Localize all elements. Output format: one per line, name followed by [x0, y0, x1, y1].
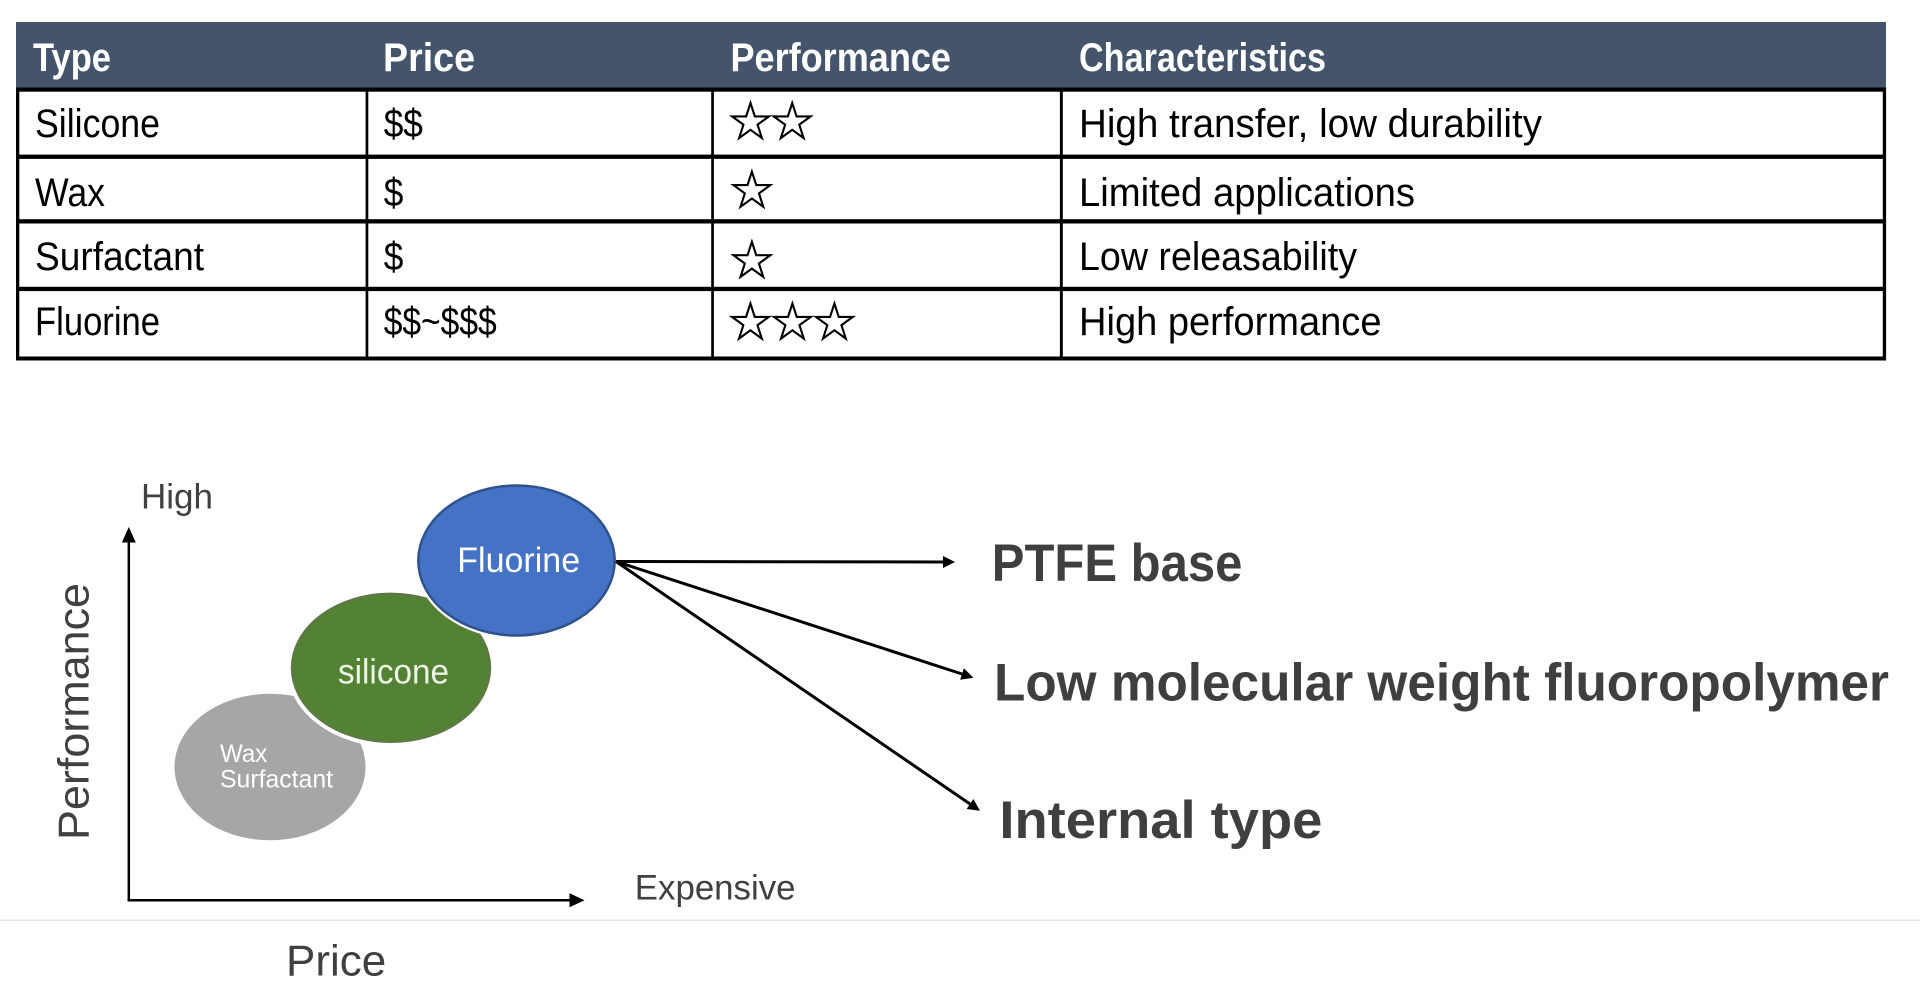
- svg-text:High performance: High performance: [1079, 300, 1382, 344]
- svg-text:Type: Type: [33, 36, 111, 80]
- svg-text:Silicone: Silicone: [35, 102, 160, 146]
- svg-text:Surfactant: Surfactant: [35, 235, 204, 279]
- svg-text:$$~$$$: $$~$$$: [384, 300, 497, 344]
- svg-text:PTFE base: PTFE base: [992, 534, 1243, 593]
- svg-text:Internal type: Internal type: [999, 791, 1322, 850]
- svg-text:Wax: Wax: [35, 171, 105, 215]
- svg-text:Fluorine: Fluorine: [457, 541, 580, 580]
- svg-text:$: $: [384, 171, 404, 215]
- svg-text:Fluorine: Fluorine: [35, 300, 160, 344]
- svg-text:Low releasability: Low releasability: [1079, 235, 1357, 279]
- svg-text:Wax: Wax: [220, 740, 268, 768]
- svg-text:Performance: Performance: [50, 583, 99, 840]
- svg-text:$: $: [384, 235, 404, 279]
- svg-text:Low molecular weight fluoropol: Low molecular weight fluoropolymer: [994, 654, 1889, 713]
- svg-text:Limited applications: Limited applications: [1079, 171, 1415, 215]
- svg-text:High transfer, low durability: High transfer, low durability: [1079, 102, 1542, 146]
- svg-text:Surfactant: Surfactant: [220, 765, 333, 793]
- svg-text:$$: $$: [384, 102, 423, 146]
- svg-text:Characteristics: Characteristics: [1079, 36, 1326, 80]
- svg-text:Performance: Performance: [731, 36, 952, 80]
- svg-text:silicone: silicone: [338, 653, 449, 692]
- svg-text:High: High: [141, 477, 213, 516]
- svg-text:Price: Price: [383, 36, 475, 80]
- svg-text:Price: Price: [286, 937, 386, 986]
- svg-text:Expensive: Expensive: [635, 869, 796, 908]
